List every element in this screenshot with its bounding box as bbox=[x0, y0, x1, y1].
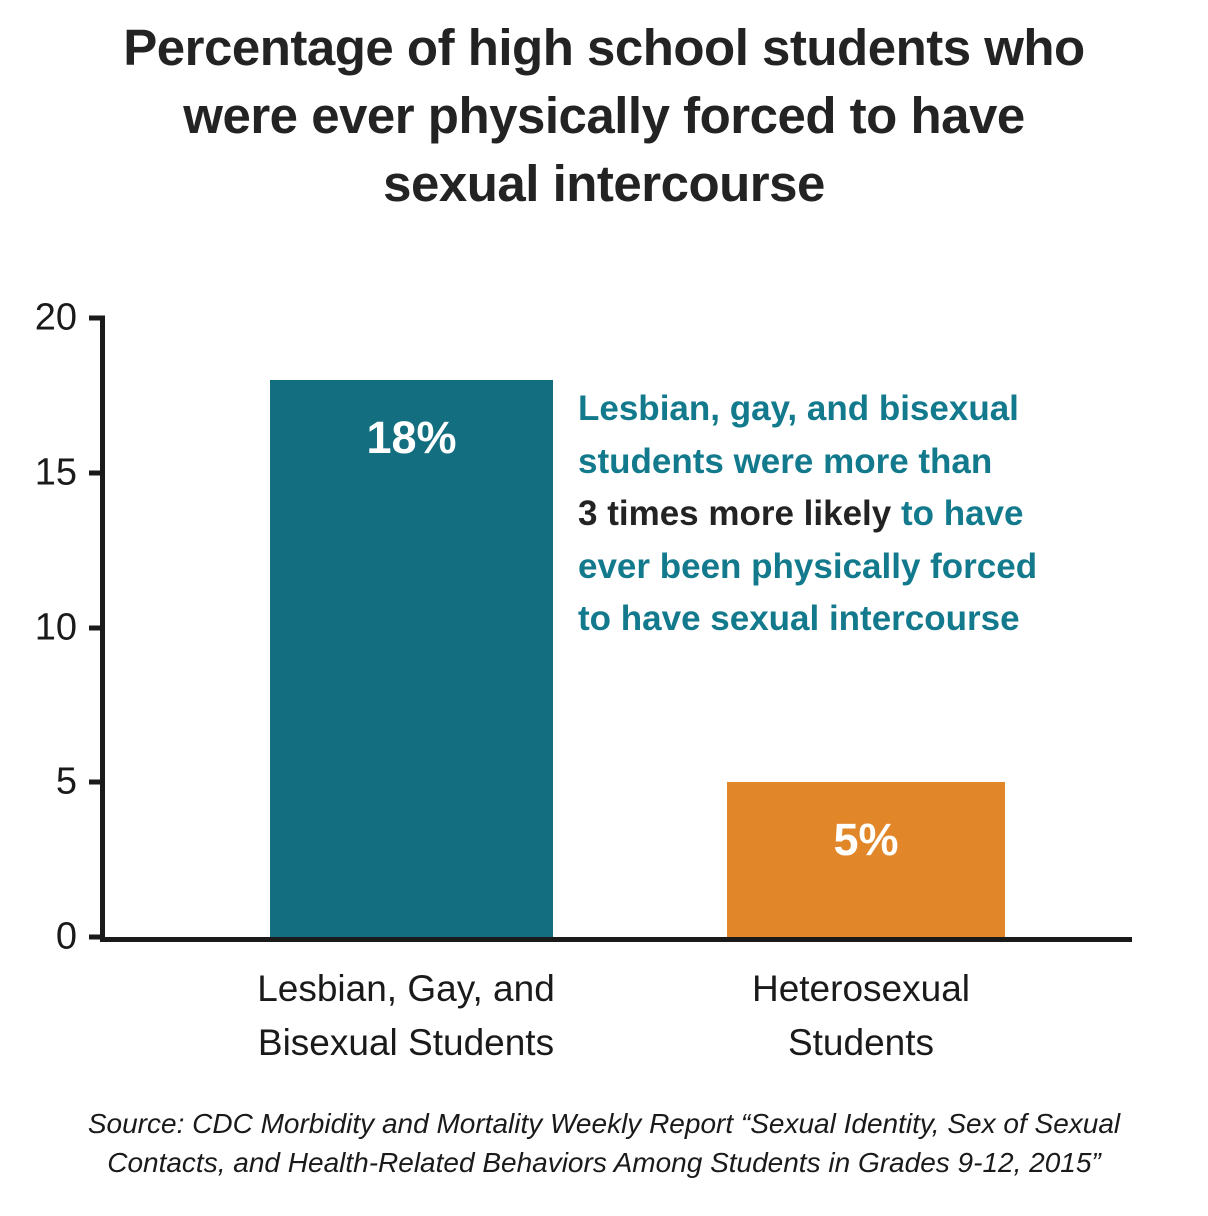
y-tick: 10 bbox=[0, 606, 105, 649]
y-tick-label: 10 bbox=[34, 606, 77, 648]
tick-mark bbox=[89, 470, 105, 476]
tick-mark bbox=[89, 625, 105, 630]
annotation-line: ever been physically forced bbox=[578, 546, 1038, 586]
annotation: Lesbian, gay, and bisexual students were… bbox=[578, 383, 1037, 646]
x-axis-category-label: Lesbian, Gay, and Bisexual Students bbox=[257, 968, 555, 1063]
y-tick-label: 5 bbox=[55, 760, 77, 803]
y-tick-label: 20 bbox=[34, 296, 77, 339]
y-tick: 0 bbox=[0, 916, 105, 959]
annotation-line: 3 times more likely to have bbox=[578, 488, 1037, 541]
annotation-line: to have sexual intercourse bbox=[578, 599, 1020, 638]
tick-mark bbox=[89, 315, 105, 321]
bar-value-label: 5% bbox=[833, 814, 899, 866]
plot-area: 20 15 10 5 0 18% 5% bbox=[35, 297, 1132, 958]
y-tick: 20 bbox=[0, 297, 105, 340]
tick-mark bbox=[89, 779, 105, 785]
chart-title: Percentage of high school students who w… bbox=[123, 19, 1085, 212]
x-axis-category-label: Heterosexual Students bbox=[751, 968, 970, 1063]
y-tick: 5 bbox=[0, 761, 105, 804]
tick-mark bbox=[89, 934, 105, 940]
annotation-line: Lesbian, gay, and bisexual bbox=[578, 389, 1019, 428]
annotation-emphasis: 3 times more likely bbox=[578, 494, 892, 533]
y-tick-label: 0 bbox=[55, 915, 77, 958]
source-citation: Source: CDC Morbidity and Mortality Week… bbox=[87, 1108, 1121, 1179]
bar: 5% bbox=[727, 782, 1005, 937]
y-tick: 15 bbox=[0, 451, 105, 494]
bar-value-label: 18% bbox=[366, 411, 457, 463]
annotation-line-part: to have bbox=[891, 494, 1024, 533]
annotation-line: students were more than bbox=[578, 441, 993, 481]
y-tick-label: 15 bbox=[34, 451, 77, 494]
bar: 18% bbox=[270, 379, 553, 937]
